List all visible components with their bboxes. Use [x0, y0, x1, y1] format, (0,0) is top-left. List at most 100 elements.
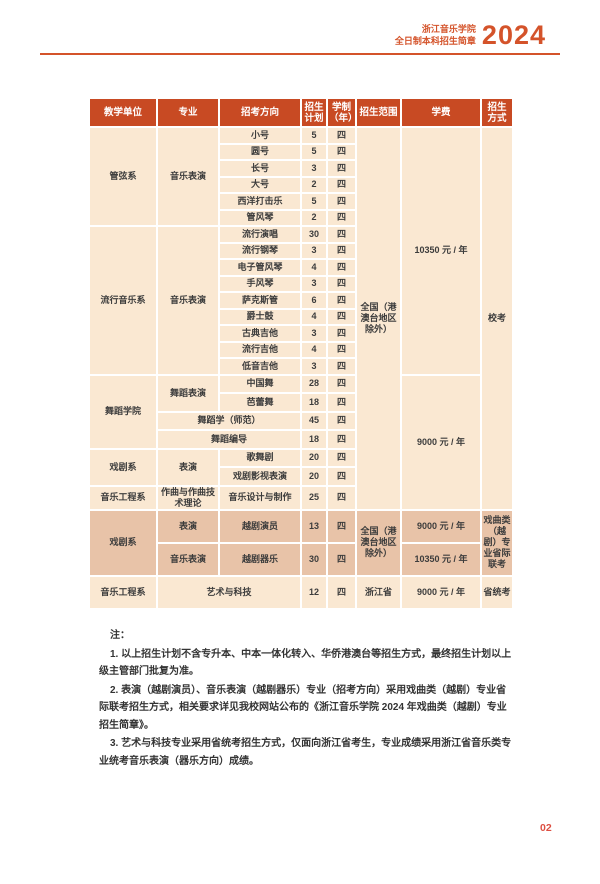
table-row: 流行音乐系 音乐表演 流行演唱 30 四 [88, 225, 513, 376]
table-cell: 4 [300, 340, 328, 359]
table-cell: 四 [326, 142, 357, 161]
table-cell: 戏剧系 [88, 447, 158, 487]
table-cell: 西洋打击乐 [218, 192, 302, 211]
table-cell: 四 [326, 508, 357, 544]
table-row: 舞蹈编导 18 四 [89, 429, 513, 450]
table-cell: 45 [300, 410, 328, 431]
table-cell: 表演 [156, 508, 220, 544]
table-cell: 音乐表演 [156, 225, 220, 376]
masthead: 浙江音乐学院 全日制本科招生简章 2024 [395, 22, 546, 49]
table-cell: 20 [300, 447, 328, 468]
table-cell: 四 [326, 258, 357, 277]
table-cell: 戏曲类（越剧）专业省际联考 [480, 508, 514, 577]
column-header: 专业 [156, 97, 220, 128]
header-rule [40, 53, 560, 55]
table-cell: 管风琴 [218, 208, 302, 227]
table-cell: 四 [326, 291, 357, 310]
table-cell: 10350 元 / 年 [400, 126, 482, 376]
table-cell: 流行吉他 [218, 340, 302, 359]
table-cell: 25 [300, 484, 328, 511]
column-header: 招生计划 [300, 97, 328, 128]
masthead-line1: 浙江音乐学院 [421, 24, 476, 34]
table-cell: 3 [300, 159, 328, 178]
table-cell: 萨克斯管 [218, 291, 302, 310]
table-cell: 流行钢琴 [218, 241, 302, 260]
table-cell: 手风琴 [218, 274, 302, 293]
column-header: 招考方向 [218, 97, 302, 128]
table-cell: 4 [300, 307, 328, 326]
table-cell: 舞蹈表演 [156, 373, 220, 413]
table-cell: 越剧器乐 [218, 541, 302, 577]
table-cell: 音乐表演 [156, 541, 220, 577]
table-cell: 四 [326, 126, 357, 145]
table-cell: 四 [326, 340, 357, 359]
table-cell: 四 [326, 373, 357, 394]
table-cell: 中国舞 [218, 373, 302, 394]
table-cell: 9000 元 / 年 [400, 373, 482, 511]
masthead-year: 2024 [481, 20, 546, 50]
table-cell: 四 [326, 357, 357, 376]
table-row: 流行吉他 4 四 [89, 340, 513, 359]
table-row: 流行钢琴 3 四 [89, 241, 513, 260]
table-cell: 四 [326, 159, 357, 178]
table-row: 萨克斯管 6 四 [89, 291, 513, 310]
table-cell: 舞蹈学（师范） [156, 410, 302, 431]
table-cell: 作曲与作曲技术理论 [156, 484, 220, 511]
table-row: 戏剧系 表演 越剧演员 13 四全国（港澳台地区除外） 9000 元 / 年戏曲类（越剧）… [88, 508, 514, 577]
table-cell: 越剧演员 [218, 508, 302, 544]
table-row: 电子管风琴 4 四 [89, 258, 513, 277]
table-cell: 古典吉他 [218, 324, 302, 343]
table-cell: 音乐工程系 [88, 574, 158, 610]
table-cell: 10350 元 / 年 [400, 541, 482, 577]
table-cell: 小号 [218, 126, 302, 145]
table-row: 舞蹈学（师范） 45 四 [89, 410, 513, 431]
table-cell: 长号 [218, 159, 302, 178]
table-cell: 四 [326, 225, 357, 244]
table-cell: 四 [326, 208, 357, 227]
table-cell: 管弦系 [88, 126, 158, 227]
table-cell: 9000 元 / 年 [400, 508, 482, 544]
table-cell: 全国（港澳台地区除外） [355, 508, 402, 577]
table-cell: 芭蕾舞 [218, 392, 302, 413]
table-cell: 5 [300, 192, 328, 211]
table-row: 芭蕾舞 18 四 [89, 392, 513, 413]
table-cell: 浙江省 [355, 574, 402, 610]
table-cell: 13 [300, 508, 328, 544]
admissions-table: 教学单位 专业 招考方向 招生计划 学制（年） 招生范围 学费 招生方式 管弦系 音乐表演 小号 5 四… [88, 97, 514, 610]
table-cell: 四 [326, 274, 357, 293]
note-item-1: 1. 以上招生计划不含专升本、中本一体化转入、华侨港澳台等招生方式，最终招生计划… [99, 648, 512, 678]
table-cell: 四 [326, 410, 357, 431]
table-cell: 低音吉他 [218, 357, 302, 376]
table-cell: 20 [300, 466, 328, 487]
table-cell: 流行演唱 [218, 225, 302, 244]
note-item-2: 2. 表演（越剧演员）、音乐表演（越剧器乐）专业（招考方向）采用戏曲类（越剧）专… [99, 684, 507, 731]
table-cell: 5 [300, 142, 328, 161]
table-cell: 舞蹈学院 [88, 373, 158, 450]
table-cell: 四 [326, 192, 357, 211]
notes: 注： 1. 以上招生计划不含专升本、中本一体化转入、华侨港澳台等招生方式，最终招… [99, 627, 513, 771]
column-header: 招生方式 [480, 97, 514, 128]
table-cell: 3 [300, 241, 328, 260]
table-cell: 艺术与科技 [156, 574, 302, 610]
table-cell: 3 [300, 357, 328, 376]
table-row: 戏剧系 表演 歌舞剧 20 四 [88, 447, 513, 487]
table-cell: 省统考 [480, 574, 514, 610]
table-header-row: 教学单位 专业 招考方向 招生计划 学制（年） 招生范围 学费 招生方式 [88, 97, 514, 128]
table-cell: 四 [326, 466, 357, 487]
table-cell: 四 [326, 574, 357, 610]
table-cell: 30 [300, 541, 328, 577]
table-cell: 圆号 [218, 142, 302, 161]
table-cell: 电子管风琴 [218, 258, 302, 277]
table-cell: 舞蹈编导 [156, 429, 302, 450]
table-cell: 18 [300, 429, 328, 450]
table-cell: 30 [300, 225, 328, 244]
table-row: 舞蹈学院 舞蹈表演 中国舞 28 四 9000 元 / 年 [88, 373, 513, 511]
table-cell: 四 [326, 447, 357, 468]
table-cell: 四 [326, 429, 357, 450]
table-cell: 音乐表演 [156, 126, 220, 227]
table-cell: 四 [326, 241, 357, 260]
page-number: 02 [540, 822, 552, 834]
table-cell: 5 [300, 126, 328, 145]
table-cell: 3 [300, 324, 328, 343]
